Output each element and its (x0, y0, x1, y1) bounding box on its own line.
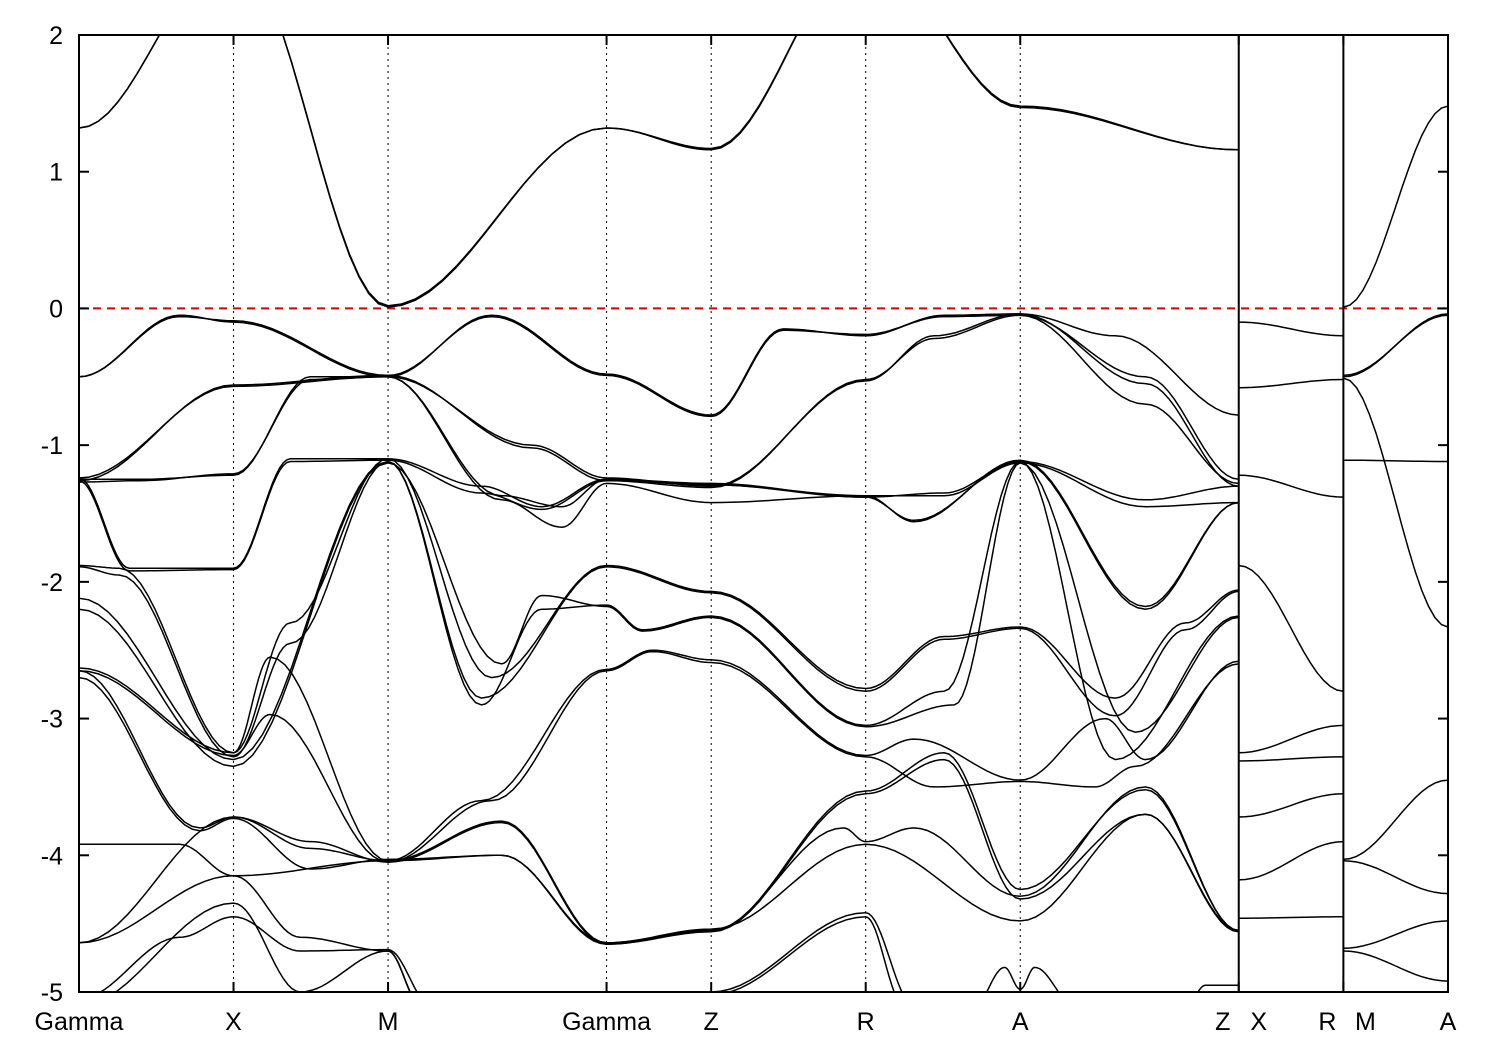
band-line (1343, 920, 1448, 950)
band-line (1238, 793, 1344, 818)
band-line (79, 314, 1239, 489)
x-tick-label: M (378, 1008, 399, 1036)
band-line (1343, 779, 1448, 861)
band-line (79, 35, 1239, 307)
y-tick-label: -4 (41, 842, 63, 870)
band-line (79, 458, 1239, 754)
x-tick-label: A (1440, 1008, 1457, 1036)
x-tick-label: R (1318, 1008, 1336, 1036)
y-tick-label: -5 (41, 979, 63, 1007)
band-line (1238, 916, 1344, 919)
band-line (79, 460, 1239, 761)
y-tick-label: 0 (49, 295, 63, 323)
band-line (79, 376, 1239, 608)
band-line (726, 916, 895, 992)
band-line (79, 752, 1239, 945)
x-tick-label: Gamma (35, 1008, 124, 1036)
band-line (1238, 756, 1344, 762)
band-line (1238, 564, 1344, 692)
x-tick-label: R (857, 1008, 875, 1036)
band-line (79, 462, 1239, 768)
x-tick-label: Z (1215, 1008, 1230, 1036)
y-axis: -5 -4 -3 -2 -1 0 1 2 (41, 22, 1448, 1007)
y-tick-label: -1 (41, 432, 63, 460)
x-tick-label: X (1250, 1008, 1267, 1036)
y-tick-label: 2 (49, 22, 63, 50)
band-line (79, 650, 1239, 863)
band-line (79, 459, 1239, 572)
x-tick-label: Gamma (562, 1008, 651, 1036)
x-tick-label: Z (704, 1008, 719, 1036)
x-tick-label: X (225, 1008, 242, 1036)
x-tick-label: A (1012, 1008, 1029, 1036)
band-line (79, 458, 1239, 569)
plot-frame (78, 34, 1449, 993)
band-line (114, 902, 411, 992)
band-line (1343, 950, 1448, 982)
x-axis: Gamma X M Gamma Z R A Z X R M A (35, 35, 1457, 1036)
y-tick-label: 1 (49, 159, 63, 187)
band-line (1343, 860, 1448, 895)
band-line (1343, 459, 1448, 463)
path-break-lines (1237, 35, 1345, 992)
band-line (99, 916, 418, 992)
band-line (1238, 474, 1344, 498)
y-tick-label: -2 (41, 569, 63, 597)
band-line (701, 911, 903, 992)
band-line (1343, 377, 1448, 628)
band-line (1238, 321, 1344, 337)
x-tick-label: M (1355, 1008, 1376, 1036)
band-line (1238, 378, 1344, 389)
band-line (1238, 840, 1344, 881)
band-line (1196, 984, 1239, 992)
band-line (1238, 724, 1344, 754)
bands-group (79, 35, 1448, 992)
band-line (1343, 313, 1448, 378)
y-tick-label: -3 (41, 706, 63, 734)
band-line (79, 649, 1239, 862)
band-line (1343, 105, 1448, 308)
